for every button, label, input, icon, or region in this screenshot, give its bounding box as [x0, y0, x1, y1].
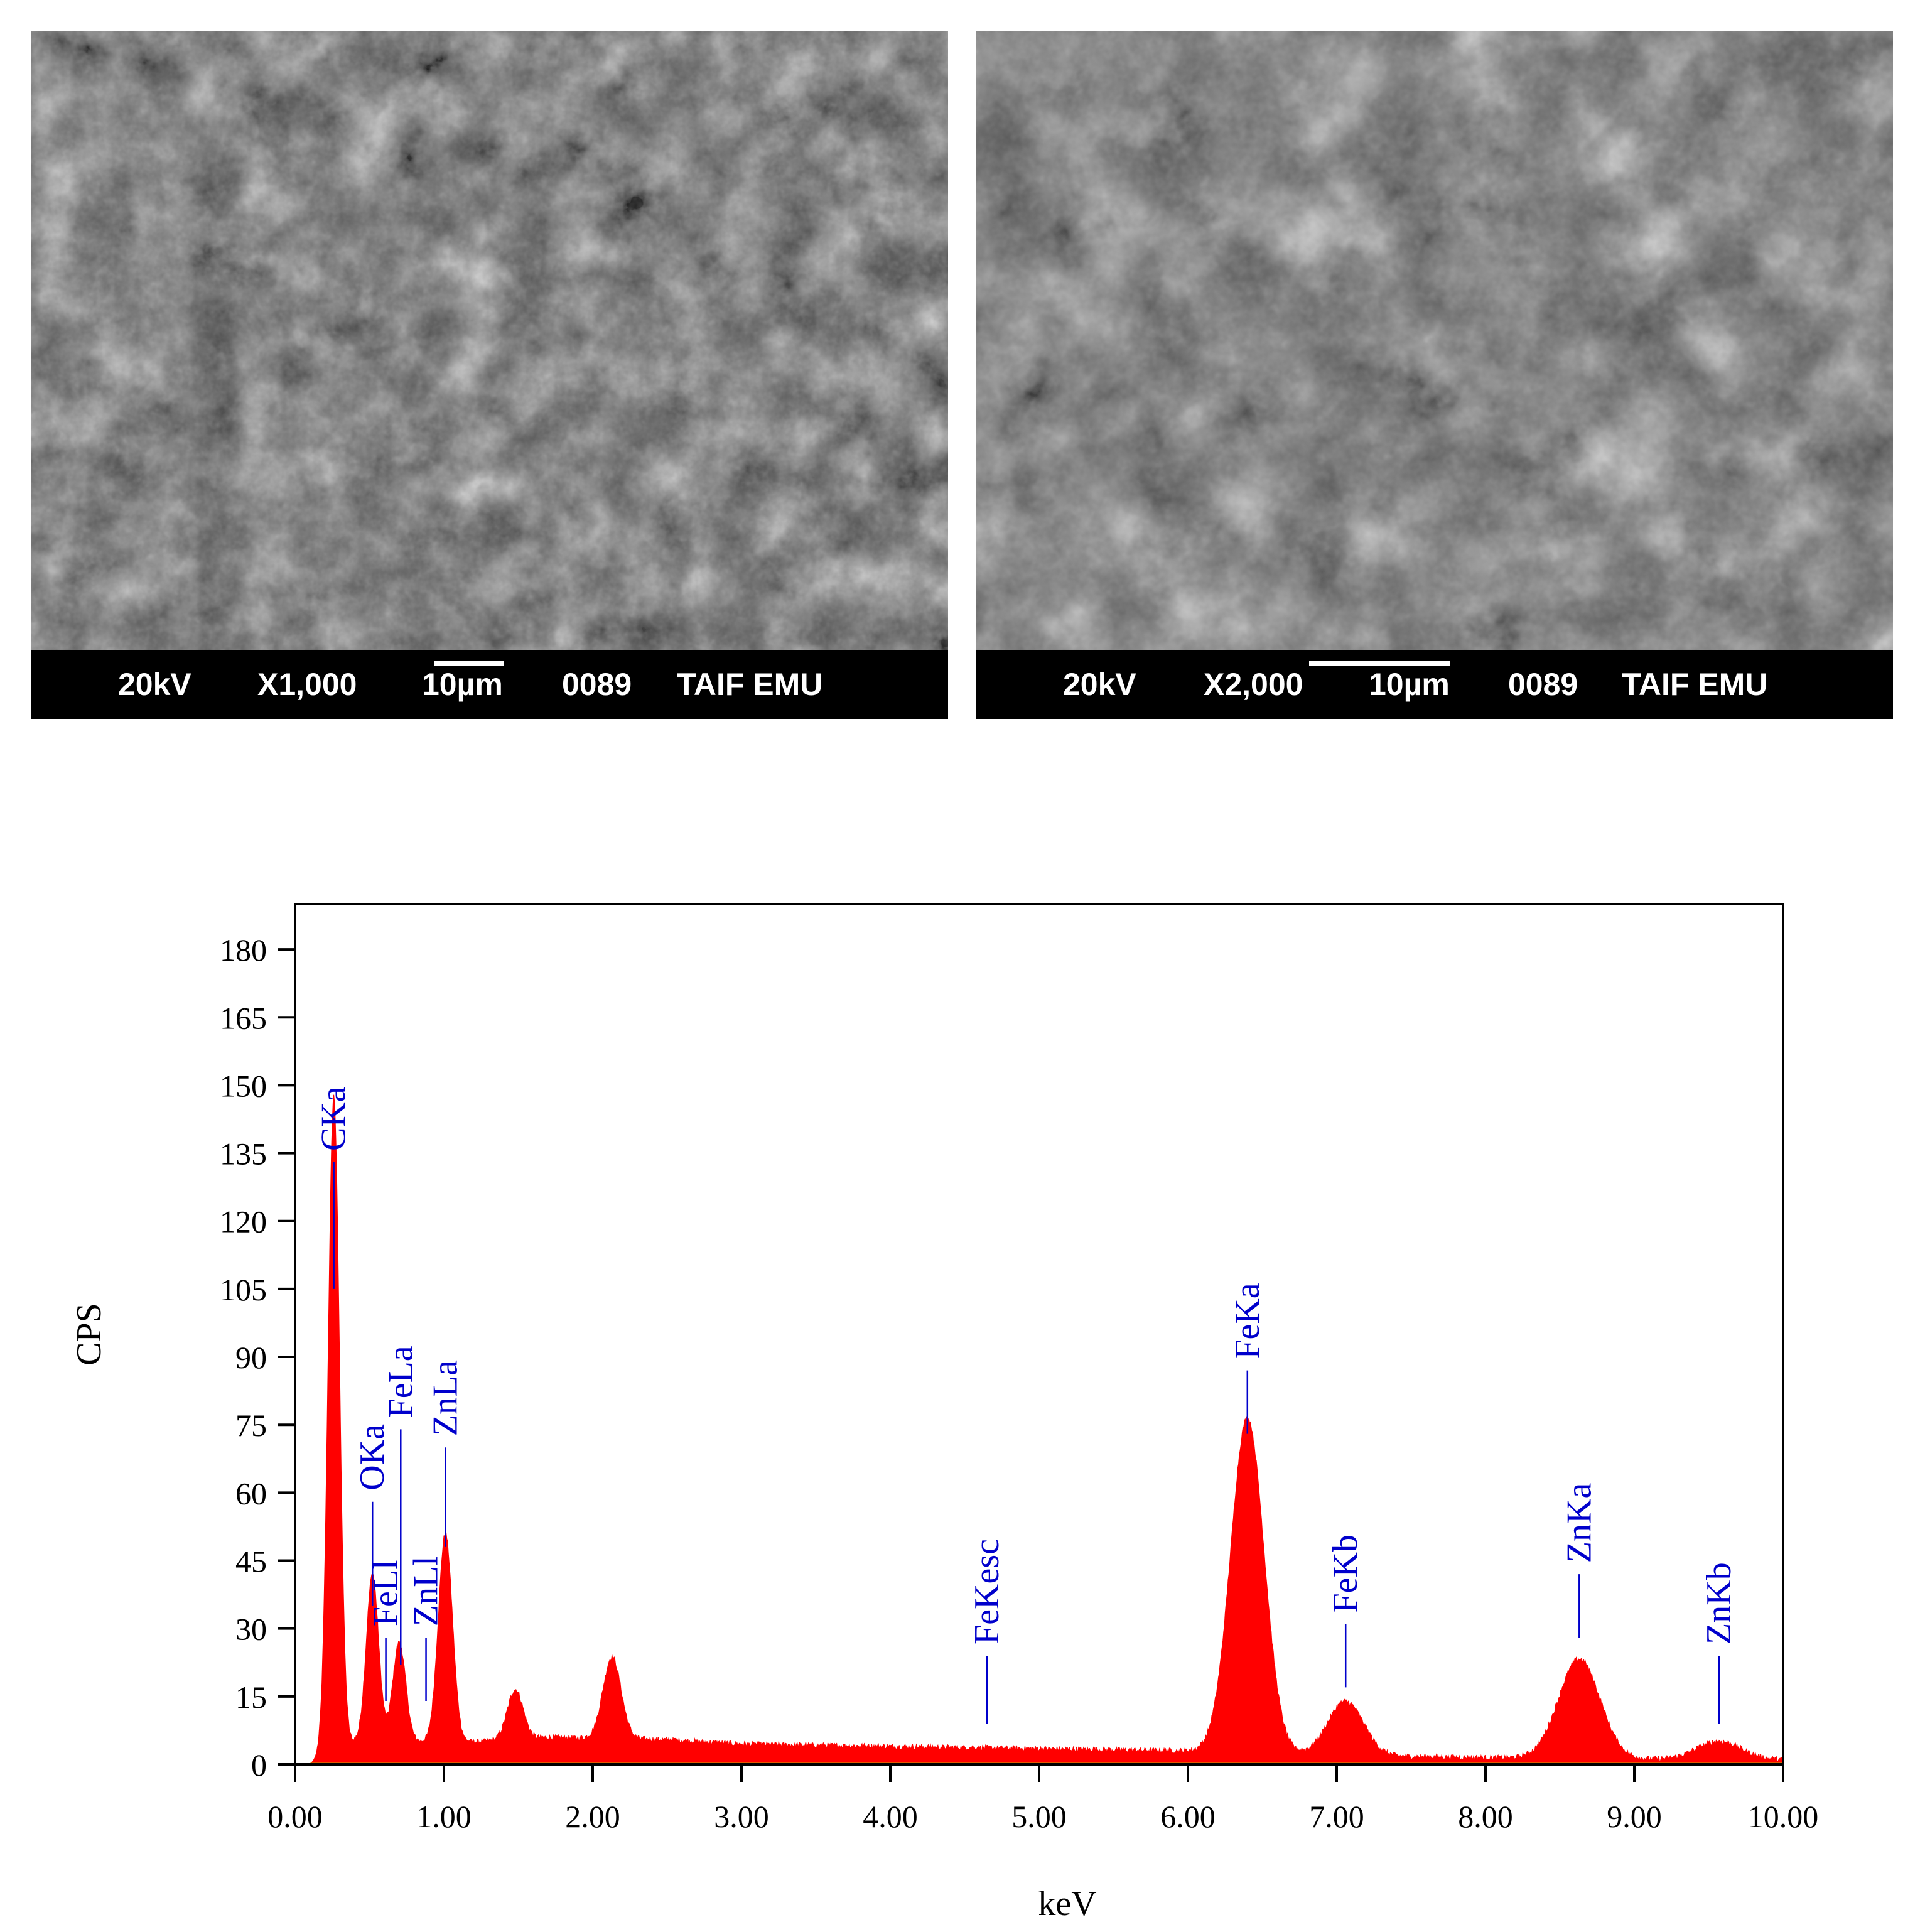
line-marker-layer: CKa OKa FeLl FeLa ZnLl ZnLa FeKesc FeKa FeKb ZnKa… — [315, 1086, 1739, 1724]
sem-micrograph-x1000: 20kV X1,000 10µm 0089 TAIF EMU — [31, 31, 948, 719]
x-tick-label: 3.00 — [714, 1799, 769, 1834]
y-tick-label: 0 — [251, 1747, 267, 1783]
line-marker-label: FeLa — [381, 1346, 420, 1418]
spectrum-layer — [310, 1094, 1784, 1765]
y-tick-label: 105 — [220, 1272, 267, 1307]
line-marker-label: ZnKa — [1560, 1483, 1599, 1563]
eds-spectrum-chart: CKa OKa FeLl FeLa ZnLl ZnLa FeKesc FeKa FeKb ZnKa… — [70, 903, 1818, 1923]
magnification-label: X1,000 — [257, 667, 357, 702]
y-tick-label: 90 — [235, 1340, 267, 1375]
x-axis-label: keV — [1038, 1884, 1096, 1923]
y-tick-label: 30 — [235, 1612, 267, 1647]
line-marker-label: OKa — [353, 1424, 392, 1491]
sem-info-bar: 20kV X1,000 10µm 0089 TAIF EMU — [31, 650, 948, 719]
x-tick-label: 4.00 — [863, 1799, 918, 1834]
y-tick-label: 180 — [220, 932, 267, 968]
plot-frame — [294, 903, 1784, 1766]
x-tick-label: 2.00 — [565, 1799, 620, 1834]
x-tick-label: 5.00 — [1011, 1799, 1067, 1834]
scale-label: 10µm — [1369, 667, 1450, 702]
line-marker-label: FeKesc — [968, 1539, 1006, 1644]
x-tick-label: 9.00 — [1607, 1799, 1662, 1834]
x-tick-label: 1.00 — [416, 1799, 472, 1834]
y-tick-label: 75 — [235, 1408, 267, 1443]
x-tick-label: 10.00 — [1748, 1799, 1819, 1834]
spectrum-area — [310, 1094, 1784, 1765]
sem-image-x1000 — [31, 31, 948, 650]
y-tick-label: 60 — [235, 1476, 267, 1511]
y-tick-label: 120 — [220, 1204, 267, 1239]
frame-number: 0089 — [1508, 667, 1578, 702]
scale-bar — [434, 661, 504, 666]
voltage-label: 20kV — [1063, 667, 1136, 702]
line-marker-label: FeKb — [1326, 1535, 1365, 1612]
y-axis-label: CPS — [70, 1303, 109, 1366]
y-tick-label: 150 — [220, 1068, 267, 1103]
scale-bar — [1309, 661, 1450, 666]
lab-label: TAIF EMU — [677, 667, 823, 702]
y-tick-label: 165 — [220, 1000, 267, 1035]
voltage-label: 20kV — [118, 667, 191, 702]
axis-layer: 0 15 30 45 60 75 90 105 120 135 150 165 180 0.00 1.00 2… — [220, 932, 1818, 1834]
line-marker-label: ZnLl — [407, 1556, 446, 1626]
line-marker-label: FeLl — [367, 1560, 406, 1626]
sem-micrograph-x2000: 20kV X2,000 10µm 0089 TAIF EMU — [976, 31, 1893, 719]
y-tick-label: 15 — [235, 1680, 267, 1715]
x-tick-label: 6.00 — [1160, 1799, 1216, 1834]
line-marker-label: FeKa — [1228, 1283, 1267, 1359]
y-tick-label: 135 — [220, 1136, 267, 1172]
x-tick-label: 7.00 — [1309, 1799, 1364, 1834]
frame-number: 0089 — [562, 667, 632, 702]
magnification-label: X2,000 — [1204, 667, 1303, 702]
line-marker-label: ZnLa — [426, 1360, 465, 1436]
sem-info-bar: 20kV X2,000 10µm 0089 TAIF EMU — [976, 650, 1893, 719]
x-tick-label: 0.00 — [267, 1799, 323, 1834]
scale-label: 10µm — [422, 667, 503, 702]
y-tick-label: 45 — [235, 1544, 267, 1579]
x-tick-label: 8.00 — [1458, 1799, 1513, 1834]
sem-image-x2000 — [976, 31, 1893, 650]
line-marker-label: ZnKb — [1700, 1562, 1739, 1644]
line-marker-label: CKa — [315, 1086, 353, 1151]
lab-label: TAIF EMU — [1622, 667, 1768, 702]
